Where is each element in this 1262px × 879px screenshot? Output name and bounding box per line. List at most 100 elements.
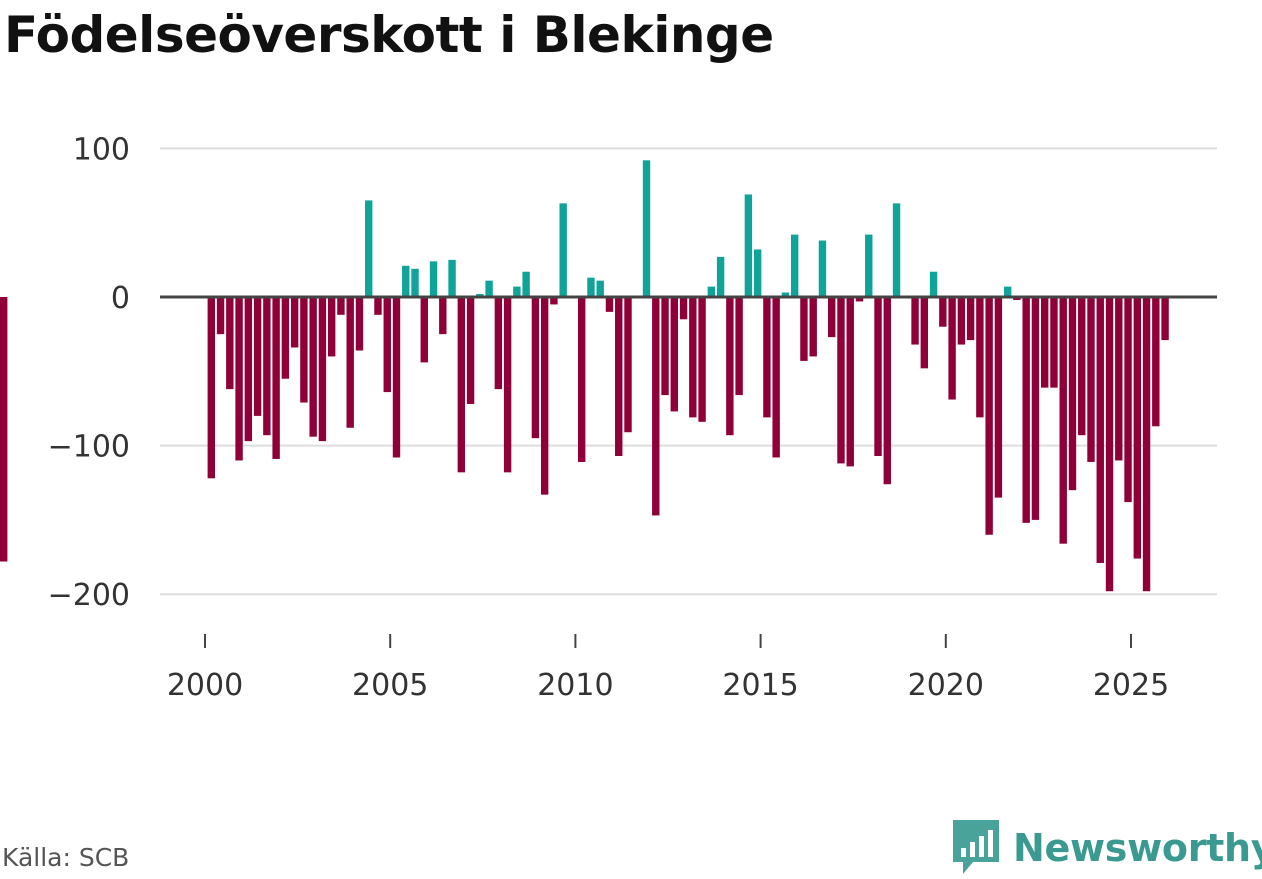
y-tick-label: −200 <box>48 578 130 613</box>
bar <box>503 297 512 473</box>
bar <box>772 297 780 458</box>
bar <box>939 297 947 327</box>
bar <box>726 297 734 436</box>
bar <box>800 297 808 361</box>
bar <box>216 297 225 335</box>
bar <box>365 200 373 297</box>
bar <box>346 297 354 428</box>
newsworthy-logo-icon <box>953 820 999 874</box>
x-tick-label: 2015 <box>722 668 798 703</box>
bar <box>985 297 993 535</box>
bar <box>337 297 345 315</box>
y-tick-label: −100 <box>48 430 130 465</box>
bar <box>540 297 549 495</box>
bar <box>911 297 919 345</box>
bar <box>550 297 558 305</box>
bar <box>448 259 456 297</box>
bar <box>513 286 521 297</box>
y-tick-label: 100 <box>73 132 130 167</box>
bar <box>920 297 929 369</box>
bar <box>355 297 364 351</box>
y-axis-ticks: 100 0 −100 −200 <box>48 132 130 613</box>
bar <box>235 297 243 461</box>
bar <box>809 297 817 357</box>
bar <box>1068 297 1077 491</box>
bar <box>661 297 669 396</box>
bar <box>1050 297 1058 388</box>
bar <box>1124 297 1132 503</box>
bar <box>605 297 614 312</box>
bar <box>837 297 845 464</box>
gridlines <box>160 147 1217 596</box>
bar <box>1041 297 1049 388</box>
bar <box>855 297 864 302</box>
bar <box>596 280 604 297</box>
bar <box>642 160 651 297</box>
bar <box>1031 297 1040 520</box>
bar <box>392 297 401 458</box>
bar <box>420 297 428 363</box>
bar <box>846 297 854 467</box>
bar <box>883 297 891 485</box>
bar <box>263 297 271 436</box>
bar <box>1133 297 1141 559</box>
bar <box>1096 297 1104 563</box>
x-tick-label: 2020 <box>908 668 984 703</box>
bar <box>300 297 308 403</box>
bar <box>689 297 697 418</box>
bar <box>1161 297 1169 341</box>
x-axis-ticks: 2000 2005 2010 2015 2020 2025 <box>167 634 1169 703</box>
bar <box>374 297 382 315</box>
bar <box>1003 286 1012 297</box>
bar <box>929 271 938 297</box>
x-tick-label: 2005 <box>352 668 428 703</box>
brand-name: Newsworthy <box>1013 826 1262 870</box>
bar <box>383 297 391 393</box>
bar <box>226 297 234 390</box>
bar <box>966 297 975 341</box>
bar <box>976 297 984 418</box>
bar <box>781 292 790 297</box>
bar <box>318 297 327 442</box>
bar <box>1087 297 1095 462</box>
bar <box>578 297 586 462</box>
bar <box>744 194 753 297</box>
bar <box>818 240 827 297</box>
bar <box>1078 297 1086 436</box>
bar <box>485 280 493 297</box>
bar <box>253 297 262 416</box>
bar <box>670 297 678 412</box>
bar <box>411 268 419 297</box>
brand-logo: Newsworthy <box>951 818 1262 878</box>
y-tick-label: 0 <box>111 281 130 316</box>
bar <box>707 286 716 297</box>
bar <box>828 297 836 338</box>
bar <box>1059 297 1067 544</box>
bar <box>244 297 253 442</box>
bar <box>1152 297 1160 427</box>
bar <box>994 297 1003 498</box>
bar <box>948 297 956 400</box>
bar <box>1105 297 1114 592</box>
bar <box>753 249 762 297</box>
bars <box>0 160 1169 592</box>
bar <box>865 234 873 297</box>
bar <box>272 297 280 459</box>
bar <box>652 297 660 516</box>
bar <box>892 203 901 297</box>
bar <box>466 297 475 404</box>
chart-title: Födelseöverskott i Blekinge <box>4 6 774 64</box>
bar <box>679 297 688 320</box>
x-tick-label: 2025 <box>1093 668 1169 703</box>
bar <box>957 297 966 345</box>
bar <box>207 297 215 479</box>
bar <box>327 297 336 357</box>
bar <box>615 297 623 456</box>
bar <box>0 297 8 562</box>
bar <box>290 297 299 348</box>
bar <box>1022 297 1030 523</box>
bar <box>698 297 706 422</box>
bar <box>429 261 438 297</box>
bar <box>457 297 466 473</box>
